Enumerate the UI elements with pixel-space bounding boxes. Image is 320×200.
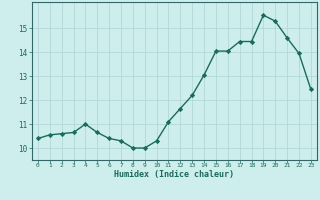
X-axis label: Humidex (Indice chaleur): Humidex (Indice chaleur) <box>115 170 234 179</box>
